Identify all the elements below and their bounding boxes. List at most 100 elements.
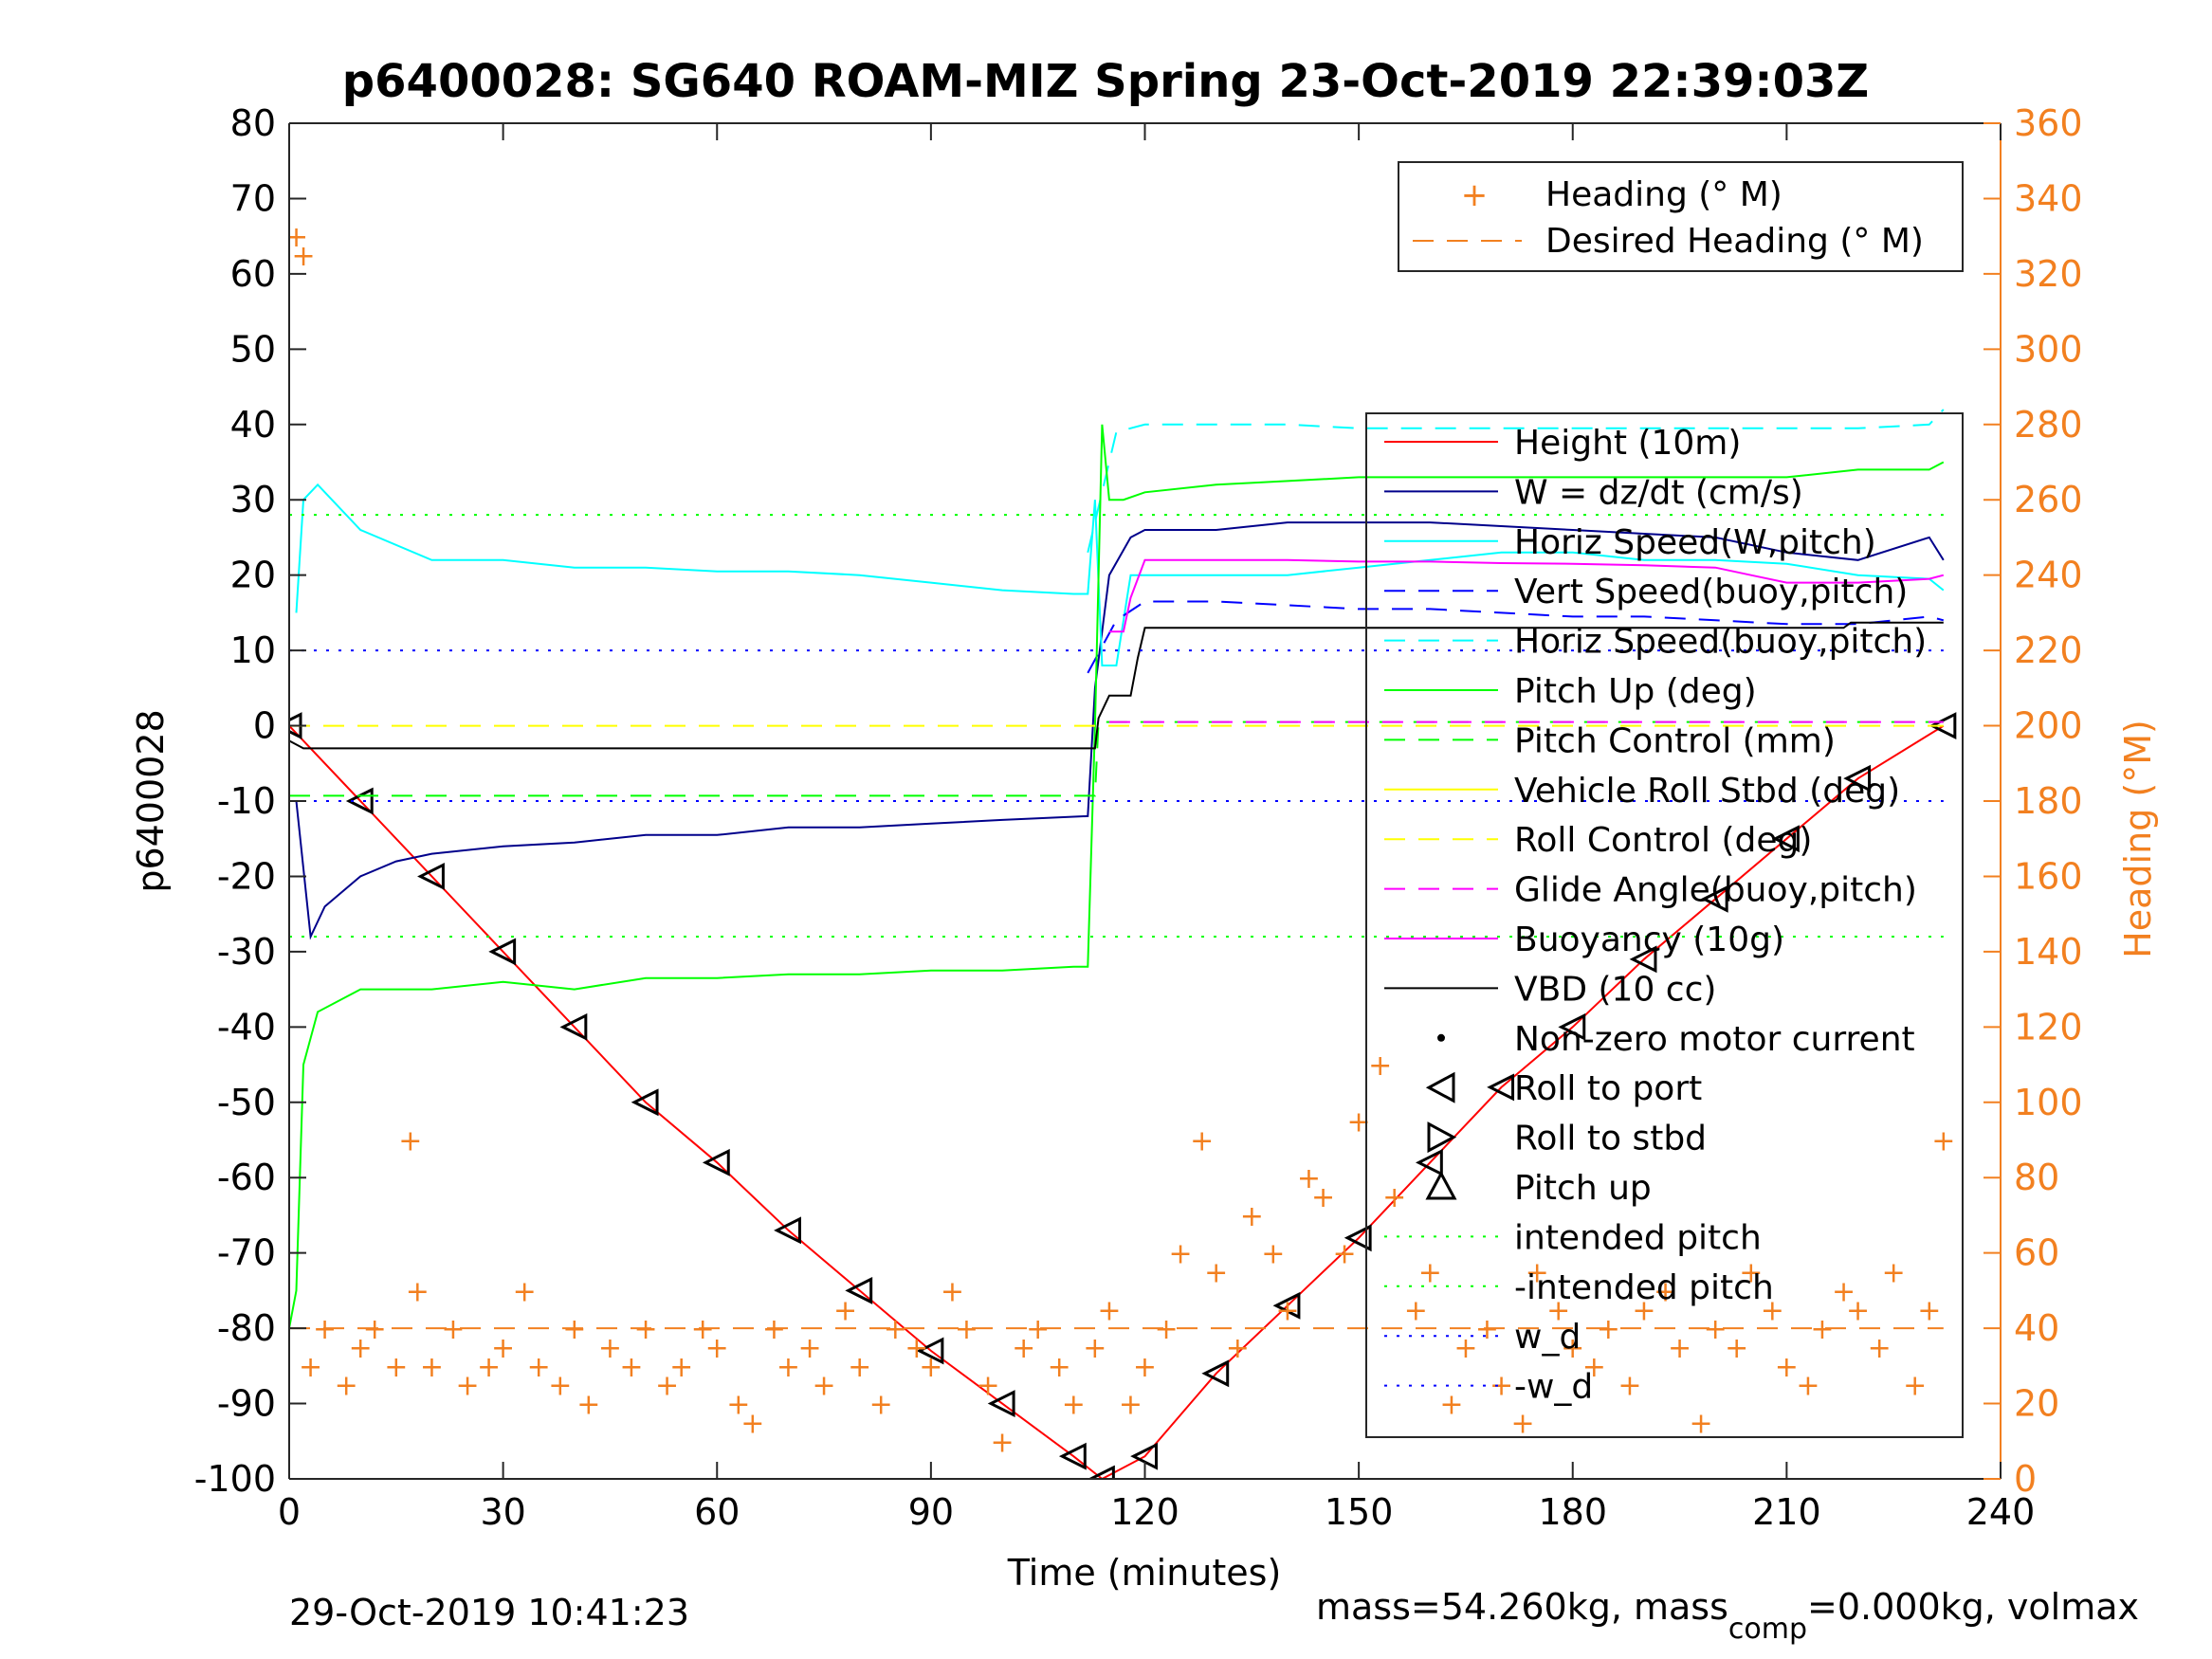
y2-tick-label: 340 <box>2014 177 2083 219</box>
heading-point: + <box>598 1332 622 1365</box>
roll-marker <box>1201 1359 1230 1388</box>
roll-marker <box>1272 1291 1301 1320</box>
legend-entry-vehicle-roll-stbd-deg: Vehicle Roll Stbd (deg) <box>1384 772 1900 811</box>
footer-mass: mass=54.260kg, masscomp=0.000kg, volmax <box>1316 1586 2139 1646</box>
legend-label: Pitch Control (mm) <box>1514 721 1836 760</box>
roll-marker <box>1700 884 1728 913</box>
y2-tick-label: 140 <box>2014 931 2083 973</box>
heading-point: + <box>562 1313 586 1346</box>
y-tick-label: 20 <box>230 555 276 596</box>
footer-mass-suffix: =0.000kg, volmax <box>1807 1586 2139 1628</box>
y-tick-label: -60 <box>217 1157 276 1198</box>
heading-point: + <box>1668 1332 1691 1365</box>
legend-heading-label: Heading (° M) <box>1545 175 1782 214</box>
heading-point: + <box>1490 1370 1513 1403</box>
heading-point: + <box>1882 1257 1906 1290</box>
y2-tick-label: 320 <box>2014 253 2083 295</box>
legend-label: W = dz/dt (cm/s) <box>1514 473 1803 512</box>
heading-point: + <box>726 1389 750 1422</box>
heading-point: + <box>363 1313 387 1346</box>
roll-marker <box>1772 825 1800 853</box>
legend-desired-heading-label: Desired Heading (° M) <box>1545 222 1924 261</box>
legend-entry-intended-pitch: -intended pitch <box>1384 1268 1774 1307</box>
series-horiz-speed-buoy-pitch <box>1087 409 1945 554</box>
y-axis-label: p6400028 <box>130 709 172 892</box>
legend-swatch <box>1427 1121 1457 1154</box>
heading-point: + <box>335 1370 358 1403</box>
legend-label: Roll to port <box>1514 1069 1702 1108</box>
y2-tick-label: 360 <box>2014 102 2083 144</box>
legend-entry-pitch-up-deg: Pitch Up (deg) <box>1384 672 1757 711</box>
heading-point: + <box>455 1370 479 1403</box>
heading-point: + <box>1439 1389 1463 1422</box>
legend-heading: + Heading (° M) Desired Heading (° M) <box>1398 161 1964 272</box>
legend-entry-w-dz-dt-cm-s: W = dz/dt (cm/s) <box>1384 473 1803 512</box>
roll-marker <box>1415 1148 1443 1176</box>
heading-point: + <box>1453 1332 1477 1365</box>
series-vbd-10-cc <box>289 621 1944 750</box>
legend-entry-roll-to-port: Roll to port <box>1425 1069 1702 1108</box>
y-tick-label: -80 <box>217 1307 276 1349</box>
y2-tick-label: 180 <box>2014 780 2083 822</box>
heading-point: + <box>1810 1313 1834 1346</box>
x-tick-label: 0 <box>278 1491 301 1533</box>
heading-point: + <box>1526 1257 1549 1290</box>
legend-entry-vert-speed-buoy-pitch: Vert Speed(buoy,pitch) <box>1384 573 1908 611</box>
heading-point: + <box>1582 1351 1606 1384</box>
heading-point: + <box>955 1313 978 1346</box>
legend-entry-intended-pitch: intended pitch <box>1384 1218 1762 1257</box>
y2-tick-label: 120 <box>2014 1006 2083 1048</box>
heading-point: + <box>1368 1049 1392 1083</box>
heading-point: + <box>1333 1238 1357 1271</box>
heading-point: + <box>848 1351 871 1384</box>
heading-point: + <box>1632 1294 1655 1327</box>
roll-marker <box>1929 712 1957 739</box>
heading-point: + <box>1119 1389 1143 1422</box>
y2-tick-label: 100 <box>2014 1082 2083 1123</box>
heading-point: + <box>1775 1351 1799 1384</box>
heading-point: + <box>1654 1275 1677 1308</box>
heading-point: + <box>406 1275 430 1308</box>
heading-point: + <box>1561 1332 1584 1365</box>
y-tick-label: -40 <box>217 1006 276 1048</box>
legend-label: Buoyancy (10g) <box>1514 921 1784 959</box>
series-layer: ++++++++++++++++++++++++++++++++++++++++… <box>289 221 1957 1479</box>
heading-point: + <box>905 1332 928 1365</box>
heading-point: + <box>1012 1332 1035 1365</box>
roll-marker <box>702 1148 730 1176</box>
legend-label: w_d <box>1514 1318 1581 1357</box>
y2-tick-label: 0 <box>2014 1458 2037 1500</box>
legend-entry-w-d: w_d <box>1384 1318 1581 1357</box>
heading-point: + <box>291 240 315 273</box>
heading-point: + <box>1190 1125 1214 1158</box>
heading-point: + <box>669 1351 693 1384</box>
heading-point: + <box>1133 1351 1157 1384</box>
heading-point: + <box>1546 1294 1570 1327</box>
y-tick-label: 0 <box>253 705 276 747</box>
heading-point: + <box>1026 1313 1050 1346</box>
series-heading-m: ++++++++++++++++++++++++++++++++++++++++… <box>289 221 1955 1459</box>
series-line <box>1087 409 1945 554</box>
legend-label: Horiz Speed(buoy,pitch) <box>1514 623 1927 662</box>
series-line <box>1087 600 1945 674</box>
y-tick-label: -90 <box>217 1383 276 1425</box>
heading-point: + <box>1511 1407 1535 1440</box>
y2-tick-label: 20 <box>2014 1383 2059 1425</box>
legend-heading-box <box>1398 161 1964 272</box>
y-tick-label: -70 <box>217 1232 276 1274</box>
heading-point: + <box>420 1351 444 1384</box>
heading-point: + <box>1240 1200 1264 1233</box>
heading-point: + <box>655 1370 679 1403</box>
heading-point: + <box>513 1275 537 1308</box>
x-tick-label: 210 <box>1752 1491 1821 1533</box>
heading-point: + <box>1868 1332 1892 1365</box>
roll-marker <box>559 1012 588 1041</box>
heading-point: + <box>299 1351 322 1384</box>
heading-point: + <box>1704 1313 1728 1346</box>
heading-point: + <box>398 1125 422 1158</box>
roll-marker <box>631 1088 659 1117</box>
y-tick-label: -20 <box>217 855 276 897</box>
legend-label: Horiz Speed(W,pitch) <box>1514 523 1876 562</box>
heading-point: + <box>527 1351 551 1384</box>
